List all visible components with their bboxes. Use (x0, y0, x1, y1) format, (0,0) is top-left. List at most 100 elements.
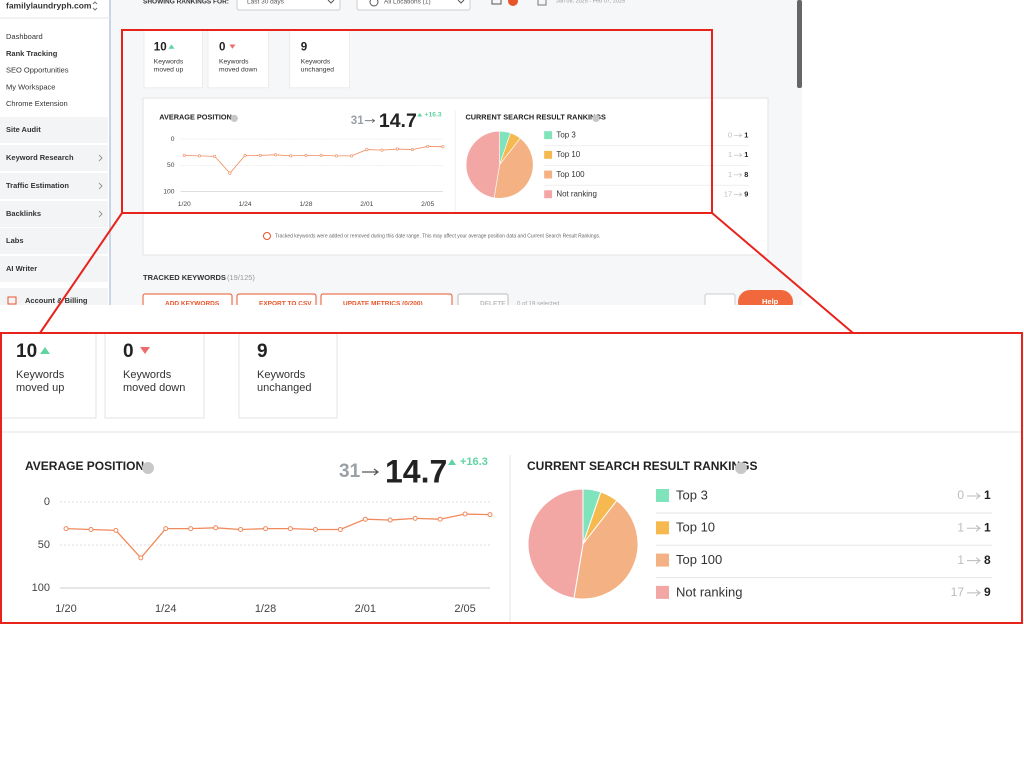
nav-item[interactable]: My Workspace (6, 82, 55, 91)
arrow-icon (733, 172, 743, 177)
stat-label-box: Keywords unchanged (300, 57, 334, 74)
stat-box (1, 333, 97, 419)
settings-button[interactable] (704, 293, 736, 314)
position-point (182, 153, 186, 157)
callout-line (711, 212, 854, 334)
previous-value: 1 (957, 520, 964, 534)
stat-label-box: Keywords moved up (16, 369, 65, 395)
location-value: All Locations (1) (384, 0, 431, 6)
sidebar-section[interactable]: Account & Billing (25, 296, 88, 305)
arrow-icon (733, 192, 743, 197)
section-band (0, 173, 108, 199)
current-count: 9 (984, 585, 991, 599)
toolbar-button[interactable] (142, 293, 233, 314)
previous-value: 0 (957, 488, 964, 502)
location-dropdown[interactable] (356, 0, 471, 11)
sidebar-section[interactable]: Traffic Estimation (6, 181, 69, 190)
sidebar-section[interactable]: Site Audit (6, 125, 41, 134)
button-label: UPDATE METRICS (0/200) (343, 301, 423, 308)
stat-label: Keywords moved down (123, 369, 186, 395)
help-button[interactable] (738, 290, 793, 314)
chevron-icon (457, 0, 465, 4)
stat-label: Keywords moved up (16, 369, 65, 395)
sidebar-section[interactable]: Keyword Research (6, 153, 74, 162)
stat-label: Keywords moved down (219, 57, 258, 74)
toolbar-button[interactable] (320, 293, 453, 314)
nav-item[interactable]: Chrome Extension (6, 99, 68, 108)
position-point (362, 516, 368, 522)
position-point (334, 154, 338, 158)
sidebar-section[interactable]: Labs (6, 236, 24, 245)
position-point (337, 527, 343, 533)
position-point (395, 147, 399, 151)
legend-swatch (544, 190, 553, 199)
current-count: 9 (744, 189, 748, 198)
current-count: 8 (984, 553, 991, 567)
toolbar-button[interactable] (457, 293, 509, 314)
arrow-icon (733, 133, 743, 138)
nav-item[interactable]: SEO Opportunities (6, 66, 69, 75)
position-point (304, 153, 308, 157)
x-tick-label: 2/01 (360, 201, 373, 208)
position-point (228, 171, 232, 175)
chart-title: CURRENT SEARCH RESULT RANKINGS (465, 113, 606, 122)
arrow-icon (967, 492, 981, 500)
nav-item[interactable]: Dashboard (6, 32, 43, 41)
help-icon (230, 114, 238, 123)
legend-label: Top 3 (556, 131, 576, 140)
info-icon (263, 232, 271, 240)
arrow-icon (362, 468, 379, 476)
sidebar-section[interactable]: AI Writer (6, 264, 37, 273)
position-point (387, 517, 393, 523)
y-tick-label: 100 (163, 188, 174, 195)
down-triangle (140, 347, 150, 354)
previous-value: 1 (728, 170, 732, 179)
x-tick-label: 1/20 (178, 201, 191, 208)
current-count: 1 (984, 520, 991, 534)
y-tick-label: 0 (171, 136, 175, 143)
site-name[interactable]: familylaundryph.com (6, 0, 92, 10)
position-point (213, 154, 217, 158)
section-band (0, 117, 108, 143)
position-point (213, 525, 219, 531)
x-tick-label: 2/05 (454, 603, 475, 615)
position-point (238, 527, 244, 533)
start-value: 31 (351, 115, 364, 127)
up-triangle (40, 347, 50, 354)
status-dot (508, 0, 518, 6)
up-triangle (168, 44, 175, 49)
x-tick-label: 1/28 (255, 603, 276, 615)
current-count: 1 (744, 130, 748, 139)
help-icon (592, 114, 600, 123)
y-tick-label: 0 (44, 496, 50, 508)
position-point (365, 148, 369, 152)
period-dropdown[interactable] (236, 0, 341, 11)
period-value: Last 30 days (247, 0, 285, 6)
button-label: ADD KEYWORDS (165, 301, 220, 308)
position-point (197, 154, 201, 158)
position-point (426, 144, 430, 148)
change-value: +16.3 (425, 111, 442, 118)
y-tick-label: 100 (32, 582, 50, 594)
toolbar-button[interactable] (236, 293, 317, 314)
selection-count: 0 of 19 selected (517, 302, 559, 308)
pie-slice (465, 130, 500, 199)
x-tick-label: 2/01 (355, 603, 376, 615)
down-triangle (229, 44, 236, 49)
help-icon (735, 462, 747, 474)
pie-slice (573, 499, 639, 600)
device-icon (491, 0, 502, 5)
nav-item[interactable]: Rank Tracking (6, 49, 58, 58)
chevron-icon (92, 1, 98, 11)
tracked-title: TRACKED KEYWORDS (143, 273, 226, 282)
stat-value: 0 (123, 341, 134, 362)
legend-label: Not ranking (556, 190, 597, 199)
x-tick-label: 1/24 (155, 603, 176, 615)
stat-label-box: Keywords unchanged (257, 369, 311, 394)
stat-label: Keywords unchanged (300, 57, 334, 74)
current-count: 8 (744, 170, 748, 179)
position-point (63, 526, 69, 532)
section-band (0, 288, 108, 305)
sidebar-section[interactable]: Backlinks (6, 209, 41, 218)
